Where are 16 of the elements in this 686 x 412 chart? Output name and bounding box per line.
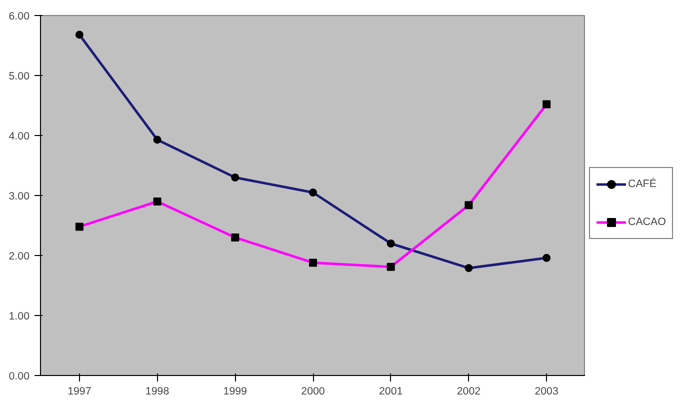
x-tick-label: 2000	[301, 386, 325, 398]
x-tick-label: 2001	[379, 386, 403, 398]
y-tick-label: 2.00	[8, 250, 30, 262]
y-tick-label: 3.00	[8, 190, 30, 202]
x-tick-label: 1999	[223, 386, 248, 398]
x-tick-label: 2003	[534, 386, 558, 398]
legend-label: CAFÉ	[628, 178, 656, 190]
x-tick-label: 1997	[68, 386, 92, 398]
y-tick-label: 1.00	[8, 310, 30, 322]
x-tick-label: 1998	[145, 386, 170, 398]
y-tick-label: 5.00	[8, 70, 30, 82]
y-tick-label: 0.00	[8, 370, 30, 382]
legend-label: CACAO	[628, 216, 666, 228]
y-tick-label: 6.00	[8, 10, 30, 22]
y-tick-label: 4.00	[8, 130, 30, 142]
x-tick-label: 2002	[456, 386, 481, 398]
